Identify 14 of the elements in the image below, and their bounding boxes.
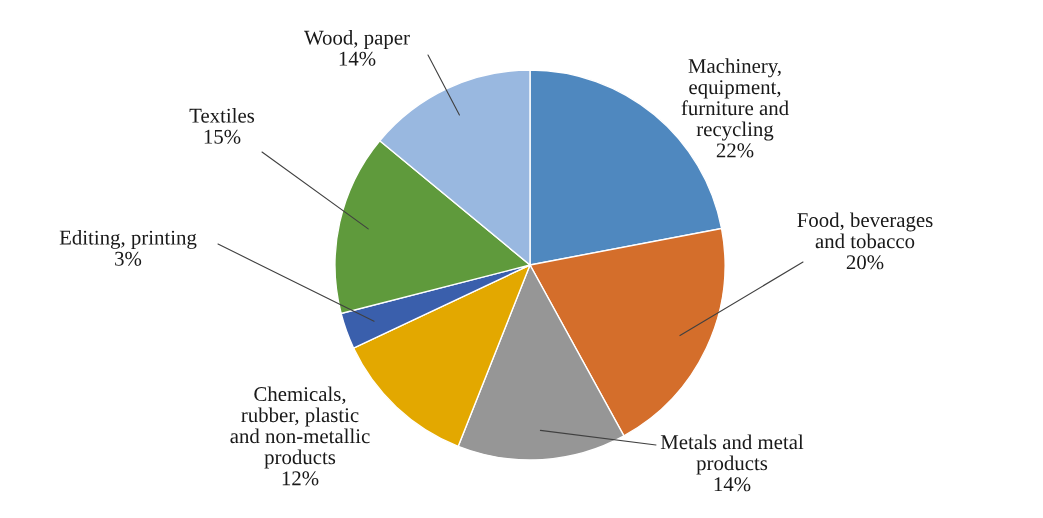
slice-label: Editing, printing bbox=[59, 229, 197, 249]
slice-label: Food, beverages and tobacco bbox=[797, 212, 933, 249]
slice-label: Machinery, equipment, furniture and recycling bbox=[681, 58, 789, 141]
slice-label: Metals and metal products bbox=[660, 434, 804, 475]
slice-label: Chemicals, rubber, plastic and non-metallic products bbox=[230, 386, 370, 469]
data-label: 14% bbox=[714, 477, 751, 492]
data-label: 20% bbox=[846, 255, 884, 270]
data-label: 3% bbox=[115, 251, 142, 266]
data-label: 15% bbox=[204, 129, 241, 144]
slice-label: Textiles bbox=[189, 108, 255, 123]
data-label: 22% bbox=[716, 143, 754, 158]
data-label: 14% bbox=[339, 51, 376, 66]
slice-label: Wood, paper bbox=[304, 30, 410, 49]
data-label: 12% bbox=[282, 471, 319, 486]
